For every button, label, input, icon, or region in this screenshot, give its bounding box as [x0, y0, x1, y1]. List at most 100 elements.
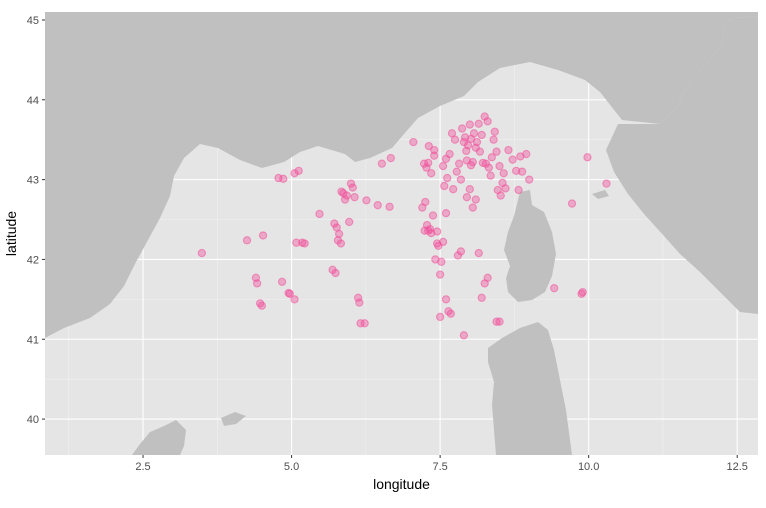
data-point	[355, 298, 364, 307]
data-point	[486, 171, 495, 180]
data-point	[489, 135, 498, 144]
data-point	[356, 319, 365, 328]
data-point	[360, 319, 369, 328]
data-point	[474, 248, 483, 258]
data-point	[475, 147, 485, 156]
data-point	[441, 154, 451, 164]
data-point	[499, 169, 508, 178]
y-tick-label: 45	[27, 15, 39, 27]
x-tick-label: 2.5	[135, 461, 150, 473]
y-axis-ticks: 40 41 42 43 44 45	[27, 15, 45, 426]
data-point	[567, 199, 577, 208]
data-point	[492, 317, 501, 326]
data-point	[290, 295, 299, 304]
data-point	[346, 179, 356, 188]
data-point	[484, 163, 493, 172]
x-tick-label: 7.5	[432, 461, 447, 473]
y-tick-label: 40	[27, 414, 39, 426]
data-point	[330, 219, 339, 228]
data-point	[258, 231, 268, 240]
data-point	[242, 236, 252, 245]
data-point	[525, 175, 534, 184]
data-point	[487, 153, 496, 162]
data-point	[438, 237, 448, 247]
data-point	[454, 159, 464, 168]
data-point	[495, 317, 504, 326]
y-tick-label: 43	[27, 175, 39, 187]
data-point	[462, 193, 472, 202]
data-point	[294, 166, 303, 175]
data-point	[504, 145, 513, 155]
data-point	[474, 119, 483, 128]
data-point	[441, 208, 451, 218]
data-point	[424, 141, 433, 151]
data-point	[577, 289, 586, 298]
data-point	[430, 145, 439, 155]
data-point	[197, 248, 207, 258]
data-point	[550, 284, 559, 293]
data-point	[257, 301, 267, 310]
data-point	[441, 295, 451, 304]
data-point	[427, 169, 436, 178]
data-point	[350, 193, 359, 202]
data-point	[331, 268, 340, 278]
data-point	[373, 201, 382, 210]
data-point	[514, 185, 523, 195]
data-point	[477, 130, 486, 140]
data-points	[197, 112, 611, 340]
y-axis-title: latitude	[3, 211, 19, 256]
data-point	[517, 167, 527, 176]
land-france-north	[45, 12, 758, 338]
data-point	[334, 229, 344, 239]
data-point	[492, 147, 501, 156]
x-tick-label: 10.0	[578, 461, 599, 473]
data-point	[468, 203, 477, 212]
data-point	[459, 331, 469, 340]
land-capraia	[592, 190, 609, 199]
data-point	[495, 161, 504, 171]
land-corsica	[504, 190, 556, 302]
data-point	[435, 270, 445, 279]
data-point	[345, 217, 354, 227]
x-tick-label: 12.5	[726, 461, 747, 473]
x-axis-title: longitude	[373, 476, 430, 492]
data-point	[377, 159, 387, 168]
data-point	[496, 191, 505, 200]
data-point	[435, 312, 445, 322]
data-point	[342, 191, 351, 200]
data-point	[386, 153, 395, 163]
data-point	[583, 153, 592, 162]
data-point	[512, 166, 521, 175]
data-point	[469, 129, 479, 138]
data-point	[466, 161, 476, 170]
data-point	[456, 175, 466, 184]
data-point	[315, 209, 324, 219]
data-point	[277, 277, 287, 286]
x-axis-ticks: 2.5 5.0 7.5 10.0 12.5	[135, 455, 748, 473]
data-point	[602, 179, 611, 188]
data-point	[483, 273, 492, 282]
land-sardinia	[488, 322, 572, 455]
data-point	[279, 174, 288, 183]
data-point	[432, 227, 442, 236]
data-point	[385, 202, 394, 211]
data-point	[340, 195, 350, 204]
data-point	[443, 173, 452, 183]
y-tick-label: 42	[27, 254, 39, 266]
data-point	[428, 211, 438, 220]
data-point	[522, 149, 531, 159]
data-point	[438, 161, 448, 171]
data-point	[300, 239, 309, 248]
data-point	[424, 158, 433, 168]
data-point	[437, 257, 446, 266]
data-point	[465, 185, 474, 194]
data-point	[292, 238, 301, 247]
data-point	[285, 289, 294, 298]
data-point	[336, 239, 346, 248]
land-layer	[45, 12, 758, 455]
data-point	[471, 195, 480, 204]
data-point	[362, 196, 371, 205]
data-point	[430, 151, 439, 160]
data-point	[457, 124, 467, 133]
